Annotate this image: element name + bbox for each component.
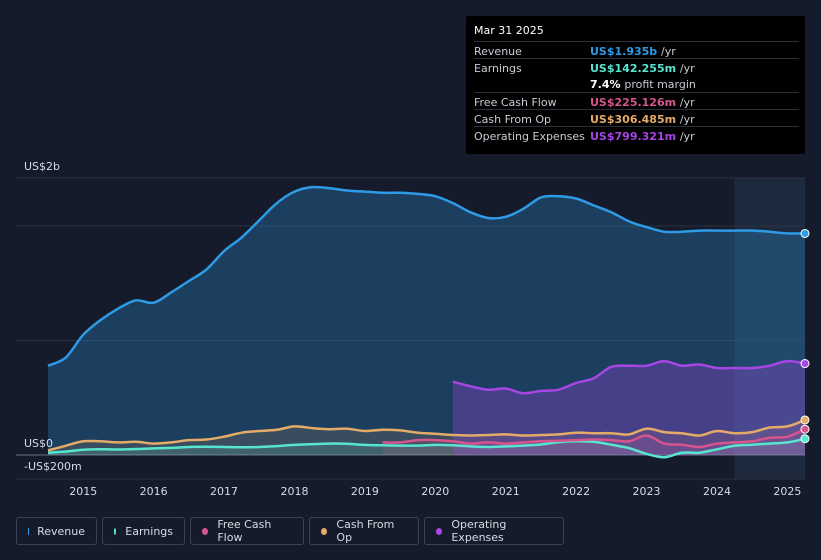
tooltip-row-revenue: Revenue US$1.935b /yr [474, 41, 799, 59]
tooltip-label: Cash From Op [474, 113, 552, 126]
operating-expenses-line [452, 359, 806, 395]
legend-item-earnings[interactable]: Earnings [102, 517, 185, 545]
cash-from-op-line [47, 418, 806, 452]
legend-label: Earnings [125, 524, 173, 538]
earnings-area [48, 438, 805, 458]
highlight-band [734, 178, 805, 479]
x-tick-label: 2024 [703, 485, 731, 498]
x-tick-label: 2017 [210, 485, 238, 498]
y-tick-label-zero: US$0 [24, 437, 53, 450]
revenue-end-point [800, 228, 810, 238]
legend-label: Operating Expenses [451, 518, 507, 544]
tooltip-unit: /yr [661, 45, 676, 58]
x-tick-label: 2016 [140, 485, 168, 498]
tooltip-value: 7.4% [590, 78, 621, 91]
x-tick-label: 2021 [492, 485, 520, 498]
x-tick-label: 2020 [421, 485, 449, 498]
tooltip-row-earnings: Earnings US$142.255m /yr [474, 58, 799, 76]
tooltip: Mar 31 2025 Revenue US$1.935b /yr Earnin… [466, 16, 805, 154]
tooltip-row-fcf: Free Cash Flow US$225.126m /yr [474, 92, 799, 110]
tooltip-value: US$142.255m [590, 62, 677, 75]
legend-label: Revenue [37, 524, 85, 538]
tooltip-row-opex: Operating Expenses US$799.321m /yr [474, 126, 799, 144]
legend-label: Cash From Op [336, 518, 395, 544]
x-tick-label: 2018 [280, 485, 308, 498]
tooltip-unit: /yr [679, 113, 695, 126]
revenue-line [47, 185, 806, 367]
free-cash-flow-line [382, 428, 806, 449]
operating-expenses-end-point [800, 359, 810, 369]
tooltip-unit: profit margin [624, 78, 696, 91]
tooltip-label: Operating Expenses [474, 130, 585, 143]
legend-item-cash-from-op[interactable]: Cash From Op [309, 517, 419, 545]
tooltip-value: US$225.126m [590, 96, 677, 109]
legend-item-operating-expenses[interactable]: Operating Expenses [424, 517, 564, 545]
tooltip-row-cfo: Cash From Op US$306.485m /yr [474, 109, 799, 127]
x-tick-label: 2025 [773, 485, 801, 498]
tooltip-unit: /yr [679, 96, 695, 109]
tooltip-unit: /yr [679, 62, 695, 75]
tooltip-value: US$799.321m [590, 130, 677, 143]
operating-expenses-dot-icon [436, 527, 443, 535]
x-tick-label: 2022 [562, 485, 590, 498]
legend-item-free-cash-flow[interactable]: Free Cash Flow [190, 517, 304, 545]
legend-item-revenue[interactable]: Revenue [16, 517, 97, 545]
free-cash-flow-end-point [800, 424, 810, 434]
tooltip-label: Revenue [474, 45, 522, 58]
legend-label: Free Cash Flow [217, 518, 272, 544]
free-cash-flow-dot-icon [202, 527, 209, 535]
earnings-end-point [800, 434, 810, 444]
tooltip-label: Earnings [474, 62, 522, 75]
y-tick-label-bottom: -US$200m [24, 460, 82, 473]
earnings-line [47, 437, 806, 459]
revenue-area [48, 186, 805, 455]
tooltip-value: US$1.935b [590, 45, 658, 58]
tooltip-date: Mar 31 2025 [474, 24, 544, 37]
cash-from-op-dot-icon [321, 527, 328, 535]
tooltip-row-margin: 7.4% profit margin [474, 75, 799, 92]
tooltip-label: Free Cash Flow [474, 96, 557, 109]
cash-from-op-end-point [800, 415, 810, 425]
y-tick-label-top: US$2b [24, 160, 60, 173]
tooltip-unit: /yr [679, 130, 695, 143]
tooltip-value: US$306.485m [590, 113, 677, 126]
x-tick-label: 2023 [633, 485, 661, 498]
x-tick-label: 2015 [69, 485, 97, 498]
x-tick-label: 2019 [351, 485, 379, 498]
earnings-dot-icon [114, 527, 117, 535]
